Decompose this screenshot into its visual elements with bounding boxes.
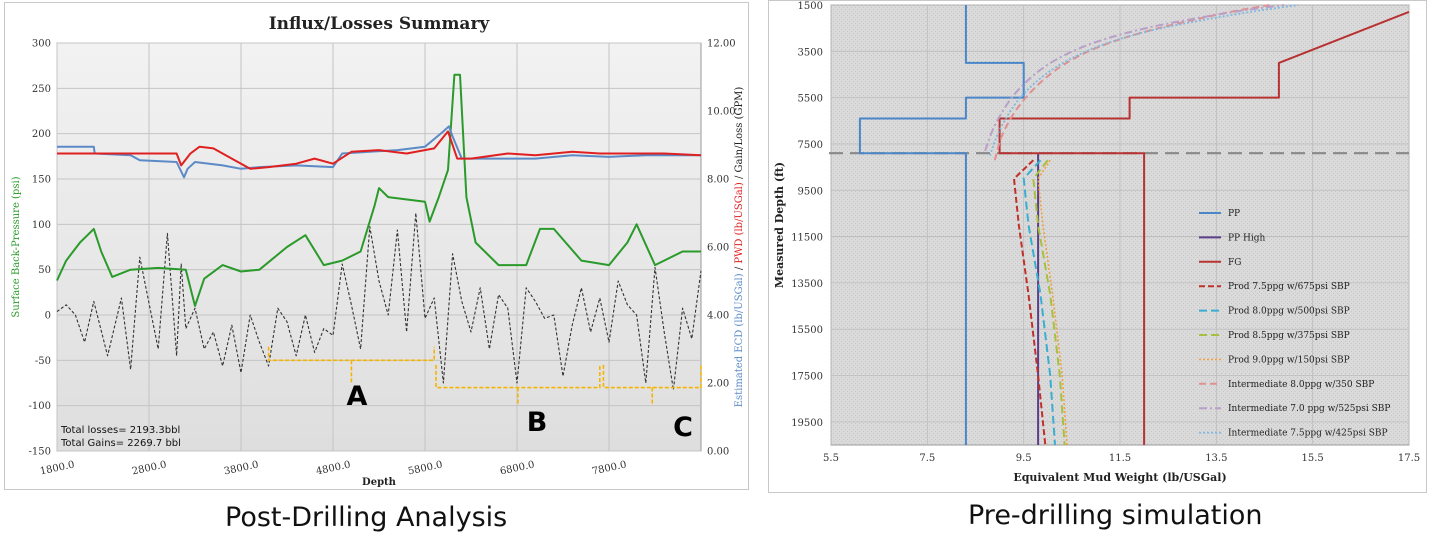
- y2-tick-label: 12.00: [707, 39, 736, 50]
- x-tick-label: 5.5: [823, 453, 839, 464]
- legend-label: PP: [1228, 209, 1240, 219]
- legend-label: Intermediate 8.0ppg w/350 SBP: [1228, 380, 1374, 390]
- fg-series-line: [998, 10, 1410, 445]
- total-gains-note: Total Gains= 2269.7 bbl: [60, 438, 181, 449]
- annotation-b: B: [527, 407, 548, 438]
- total-losses-note: Total losses= 2193.3bbl: [60, 425, 180, 436]
- annotation-c: C: [673, 412, 693, 443]
- y2-label-pwd: PWD (lb/USGal): [734, 182, 745, 264]
- y2-tick-label: 2.00: [707, 379, 729, 390]
- y-axis-label: Measured Depth (ft): [773, 162, 786, 288]
- influx-losses-chart: 300 250 200 150 100 50 0 -50 -100 -150 12.00 10.00 8…: [11, 14, 745, 488]
- x-tick-label: 15.5: [1302, 453, 1324, 464]
- y-tick-label: -100: [29, 401, 51, 412]
- y2-label-sep: /: [734, 264, 745, 274]
- chart-title: Influx/Losses Summary: [269, 14, 491, 34]
- y-tick-label: 50: [38, 265, 51, 276]
- x-tick-label: 5800.0: [407, 459, 444, 477]
- y-tick-label: -50: [35, 356, 51, 367]
- caption-post-drilling: Post-Drilling Analysis: [225, 502, 508, 533]
- y-tick-label: 1500: [798, 1, 823, 12]
- y-axis-label: Surface Back-Pressure (psi): [11, 176, 22, 317]
- prod-9-0-series-line: [1037, 159, 1068, 446]
- annotation-a: A: [347, 381, 368, 412]
- prod-8-5-series-line: [1032, 159, 1066, 446]
- y2-axis-label: Estimated ECD (lb/USGal) / PWD (lb/USGal…: [734, 87, 745, 408]
- y2-tick-label: 6.00: [707, 243, 729, 254]
- y-tick-label: 17500: [791, 372, 823, 383]
- ecd-series-line: [57, 125, 701, 179]
- y-tick-label: 15500: [791, 325, 823, 336]
- int-8-0-series-line: [993, 4, 1270, 161]
- pwd-series-line: [57, 130, 702, 170]
- pp-series-line: [858, 5, 1025, 445]
- plot-area: [56, 42, 702, 452]
- y-tick-label: 13500: [791, 279, 823, 290]
- bracket-b: [435, 364, 601, 406]
- y-tick-label: 7500: [798, 140, 823, 151]
- x-tick-label: 2800.0: [131, 459, 168, 477]
- mud-weight-chart: 1500 3500 5500 7500 9500 11500 13500 15500 17500…: [773, 1, 1420, 484]
- legend-label: PP High: [1228, 233, 1265, 243]
- legend-label: FG: [1228, 258, 1241, 268]
- x-axis-label: Equivalent Mud Weight (lb/USGal): [1013, 471, 1226, 484]
- int-7-5-series-line: [989, 4, 1299, 156]
- y2-tick-label: 4.00: [707, 311, 729, 322]
- gain-loss-series-line: [56, 212, 702, 391]
- mud-weight-chart-panel: 1500 3500 5500 7500 9500 11500 13500 15500 17500…: [768, 0, 1427, 493]
- y-tick-label: 11500: [791, 233, 823, 244]
- influx-losses-chart-panel: 300 250 200 150 100 50 0 -50 -100 -150 12.00 10.00 8…: [4, 2, 749, 490]
- bracket-c: [602, 364, 702, 406]
- y-tick-label: 0: [45, 311, 51, 322]
- caption-pre-drilling: Pre-drilling simulation: [968, 500, 1263, 531]
- legend-label: Prod 7.5ppg w/675psi SBP: [1228, 282, 1350, 292]
- y-tick-label: 3500: [798, 47, 823, 58]
- x-tick-label: 7800.0: [591, 459, 628, 477]
- x-tick-label: 3800.0: [223, 459, 260, 477]
- x-tick-label: 11.5: [1109, 453, 1131, 464]
- y2-label-gainloss: / Gain/Loss (GPM): [734, 87, 745, 183]
- y-tick-label: 250: [32, 84, 51, 95]
- y-tick-label: 100: [32, 220, 51, 231]
- x-tick-label: 1800.0: [39, 459, 76, 477]
- x-tick-label: 6800.0: [499, 459, 536, 477]
- y2-tick-label: 8.00: [707, 175, 729, 186]
- y-tick-label: 300: [32, 39, 51, 50]
- y-tick-label: 9500: [798, 186, 823, 197]
- x-axis-label: Depth: [362, 477, 397, 488]
- x-tick-label: 13.5: [1205, 453, 1227, 464]
- y-tick-label: -150: [29, 447, 51, 458]
- legend-label: Prod 9.0ppg w/150psi SBP: [1228, 355, 1350, 365]
- bracket-a: [267, 346, 435, 383]
- prod-7-5-series-line: [1013, 159, 1047, 446]
- prod-8-0-series-line: [1022, 159, 1056, 446]
- y2-tick-label: 10.00: [707, 107, 736, 118]
- int-7-0-series-line: [984, 4, 1284, 152]
- legend-label: Intermediate 7.5ppg w/425psi SBP: [1228, 429, 1388, 439]
- x-tick-label: 4800.0: [315, 459, 352, 477]
- y2-tick-label: 0.00: [707, 447, 729, 458]
- legend-label: Prod 8.0ppg w/500psi SBP: [1228, 307, 1350, 317]
- y-tick-label: 200: [32, 129, 51, 140]
- y2-label-ecd: Estimated ECD (lb/USGal): [734, 273, 745, 407]
- y-tick-label: 5500: [798, 94, 823, 105]
- legend-label: Prod 8.5ppg w/375psi SBP: [1228, 331, 1350, 341]
- x-tick-label: 7.5: [919, 453, 935, 464]
- x-tick-label: 9.5: [1016, 453, 1032, 464]
- y-tick-label: 19500: [791, 418, 823, 429]
- sbp-series-line: [56, 73, 701, 307]
- legend-label: Intermediate 7.0 ppg w/525psi SBP: [1228, 404, 1390, 414]
- y-tick-label: 150: [32, 175, 51, 186]
- x-tick-label: 17.5: [1398, 453, 1420, 464]
